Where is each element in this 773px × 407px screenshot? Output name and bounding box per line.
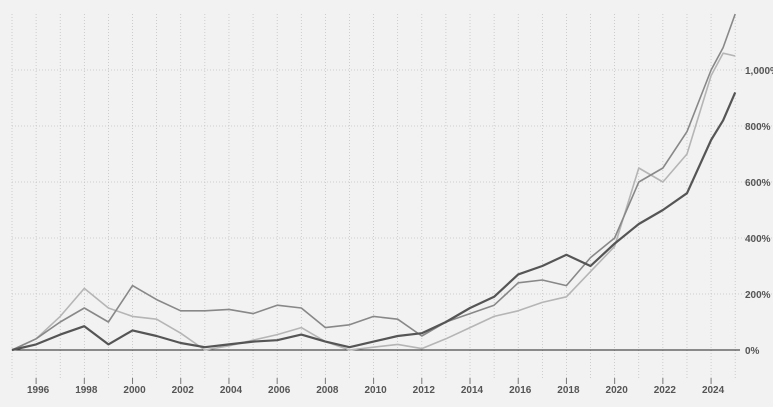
x-tick-label: 2014 [461, 385, 484, 396]
x-tick-label: 2006 [268, 385, 291, 396]
x-tick-label: 2012 [413, 385, 436, 396]
series-line-3 [11, 52, 736, 351]
y-tick-label: 0% [745, 346, 760, 357]
y-tick-label: 400% [745, 234, 771, 245]
x-tick-label: 1996 [27, 385, 50, 396]
series-group [11, 13, 737, 352]
y-tick-label: 600% [745, 178, 771, 189]
x-tick-label: 2010 [364, 385, 387, 396]
series-line-1 [11, 91, 737, 352]
x-tick-label: 2000 [123, 385, 146, 396]
x-tick-label: 2018 [557, 385, 580, 396]
x-tick-label: 2004 [220, 385, 243, 396]
y-tick-label: 800% [745, 122, 771, 133]
x-tick-label: 2016 [509, 385, 532, 396]
y-tick-label: 1,000% [745, 66, 773, 77]
x-tick-label: 1998 [75, 385, 98, 396]
x-tick-label: 2022 [654, 385, 677, 396]
grid [11, 14, 773, 378]
x-axis: 1996 1998 2000 2002 2004 2006 2008 2010 2012 2014… [27, 378, 725, 396]
y-axis: 0% 200% 400% 600% 800% 1,000% [745, 66, 773, 357]
x-tick-label: 2024 [702, 385, 725, 396]
x-tick-label: 2002 [172, 385, 195, 396]
series-line-2 [11, 13, 736, 351]
x-tick-label: 2008 [316, 385, 339, 396]
y-tick-label: 200% [745, 290, 771, 301]
x-tick-label: 2020 [606, 385, 629, 396]
